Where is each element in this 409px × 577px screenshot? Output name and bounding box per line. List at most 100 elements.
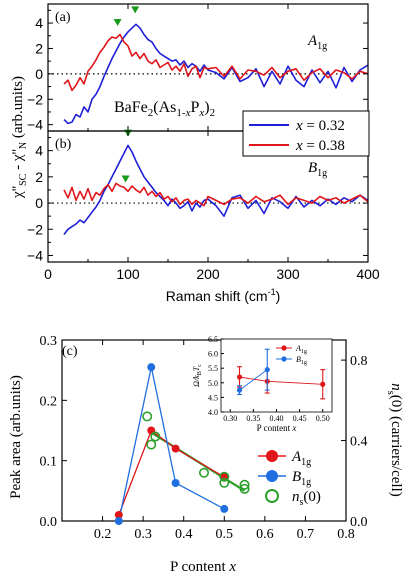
data-point-a1g bbox=[114, 510, 123, 519]
raman-panel-b: −4 −2 0 2 4 0 100 200 300 400 (b) B1g bbox=[27, 129, 380, 282]
top-x-axis-label: Raman shift (cm-1) bbox=[166, 287, 281, 304]
inset-data-point-b1g bbox=[236, 387, 243, 393]
inset-ylabel-part: c bbox=[197, 364, 203, 367]
inset-legend-marker bbox=[281, 345, 287, 351]
symmetry-label-sub: 1g bbox=[317, 41, 327, 52]
panel-c-plot: 0.2 0.3 0.4 0.5 0.6 0.7 0.80.00.10.20.30.00.40… bbox=[40, 334, 368, 542]
data-point-b1g bbox=[171, 478, 180, 487]
x-tick-label-b: 300 bbox=[276, 266, 300, 282]
inset-ylabel-part: T bbox=[192, 366, 201, 371]
panel-tag-a: (a) bbox=[55, 10, 71, 25]
legend-label-main: n bbox=[292, 489, 300, 505]
panel-c-right-y-tick-label: 0.0 bbox=[350, 515, 368, 530]
formula-part-s1: 2 bbox=[148, 107, 154, 119]
inset-xlabel-var: x bbox=[291, 423, 296, 433]
series-line-a-x032 bbox=[63, 23, 368, 125]
inset-ylabel-part: Ω/k bbox=[192, 375, 201, 387]
inset-x-tick-label: 0.35 bbox=[246, 414, 260, 423]
panel-c-frame bbox=[61, 339, 347, 522]
peak-marker-b-1 bbox=[121, 175, 130, 183]
legend-label-main: B bbox=[292, 469, 301, 485]
inset-x-tick-label: 0.30 bbox=[223, 414, 237, 423]
y-tick-label-b: 4 bbox=[35, 143, 43, 159]
symmetry-label-a: A1g bbox=[307, 33, 327, 52]
peak-area-chart: (c) Peak area (arb.units) ns(0) (carrier… bbox=[8, 344, 404, 575]
inset-legend-sub: 1g bbox=[301, 349, 307, 355]
y-tick-label-a: 4 bbox=[35, 15, 43, 31]
inset-y-tick-label: 5.0 bbox=[208, 379, 218, 388]
series-line-b-x038 bbox=[63, 182, 368, 207]
x-tick-label-b: 100 bbox=[116, 266, 140, 282]
legend-label-main: A bbox=[291, 449, 302, 465]
panel-c-right-y-tick-label: 0.4 bbox=[350, 435, 368, 450]
compound-formula-label: BaFe2(As1-xPx)2 bbox=[114, 99, 215, 119]
formula-part-a: BaFe bbox=[114, 99, 148, 116]
legend-value: = 0.32 bbox=[303, 118, 345, 134]
panel-c-right-y-tick-label: 0.8 bbox=[350, 354, 368, 369]
inset-y-tick-label: 4.5 bbox=[208, 393, 218, 402]
ns-data-point bbox=[150, 431, 161, 442]
ns-data-point bbox=[199, 467, 210, 478]
inset-legend-main: A bbox=[295, 344, 301, 353]
panel-c-y-tick-label: 0.0 bbox=[40, 515, 58, 530]
panel-c-x-tick-label: 0.4 bbox=[175, 527, 193, 542]
legend-label-sub: s bbox=[300, 497, 304, 508]
legend-label-sub: 1g bbox=[301, 477, 311, 488]
formula-part-s3: 2 bbox=[210, 107, 216, 119]
panel-c-y-tick-label: 0.3 bbox=[40, 334, 58, 349]
series-line-b1g bbox=[118, 366, 225, 522]
legend-marker-ns bbox=[265, 489, 279, 503]
inset-legend-label-a1g: A1g bbox=[295, 344, 307, 355]
panel-c-x-axis-label: P content x bbox=[170, 559, 236, 575]
legend-label-end: (0) bbox=[303, 489, 321, 505]
panel-c-x-tick-label: 0.7 bbox=[297, 527, 315, 542]
y-tick-label-a: 0 bbox=[35, 66, 43, 82]
inset-ylabel-part: B bbox=[197, 371, 203, 375]
inset-legend-sub: 1g bbox=[301, 360, 307, 366]
legend-label-1: x = 0.38 bbox=[295, 138, 345, 154]
data-point-a1g bbox=[171, 444, 180, 453]
inset-x-axis-label: P content x bbox=[257, 423, 297, 433]
symmetry-label-sub: 1g bbox=[317, 168, 327, 179]
y-tick-label-a: −2 bbox=[27, 91, 43, 107]
panel-c-tag: (c) bbox=[62, 344, 78, 359]
series-line-b-x032 bbox=[63, 144, 368, 235]
formula-part-x1: x bbox=[185, 107, 191, 119]
legend-label-ns(0): ns(0) bbox=[292, 489, 321, 508]
legend-label-sub: 1g bbox=[301, 457, 311, 468]
inset-legend-label-b1g: B1g bbox=[296, 355, 307, 366]
formula-part-x2: x bbox=[198, 107, 204, 119]
panel-c-x-tick-label: 0.3 bbox=[134, 527, 152, 542]
formula-part-c: P bbox=[190, 99, 199, 116]
formula-part-b: (As bbox=[153, 99, 176, 116]
inset-x-tick-label: 0.50 bbox=[316, 414, 330, 423]
panel-c-x-tick-label: 0.2 bbox=[94, 527, 112, 542]
data-point-b1g bbox=[220, 504, 229, 513]
series-line-a1g bbox=[118, 429, 225, 516]
panel-c-y-axis-label: Peak area (arb.units) bbox=[8, 375, 24, 499]
raman-legend: x = 0.32x = 0.38 bbox=[242, 110, 370, 157]
x-tick-label-b: 200 bbox=[196, 266, 220, 282]
panel-c-y-tick-label: 0.1 bbox=[40, 455, 58, 470]
legend-label-a1g: A1g bbox=[291, 449, 311, 468]
panel-c-x-tick-label: 0.5 bbox=[216, 527, 234, 542]
legend-var: x bbox=[295, 138, 303, 154]
inset-y-axis-label: Ω/kBTc bbox=[192, 364, 203, 387]
inset-legend-marker bbox=[281, 356, 287, 362]
x-tick-label-b: 400 bbox=[356, 266, 380, 282]
y-tick-label-b: −4 bbox=[27, 247, 43, 263]
panel-c-x-tick-label: 0.6 bbox=[256, 527, 274, 542]
legend-marker-a1g bbox=[266, 450, 278, 462]
y-tick-label-b: −2 bbox=[27, 221, 43, 237]
inset-data-point-a1g bbox=[320, 381, 326, 387]
inset-chart: 0.30 0.35 0.40 0.45 0.50 4.0 4.5 5.0 5.5 6.0 6.5 Ω/… bbox=[192, 335, 333, 433]
y-tick-label-a: −4 bbox=[27, 117, 43, 133]
legend-value: = 0.38 bbox=[303, 138, 345, 154]
legend-label-0: x = 0.32 bbox=[295, 118, 345, 134]
inset-xlabel-main: P content bbox=[257, 423, 293, 433]
legend-box bbox=[242, 110, 370, 157]
ns-data-point bbox=[142, 411, 153, 422]
inset-x-tick-label: 0.45 bbox=[293, 414, 307, 423]
legend-var: x bbox=[295, 118, 303, 134]
